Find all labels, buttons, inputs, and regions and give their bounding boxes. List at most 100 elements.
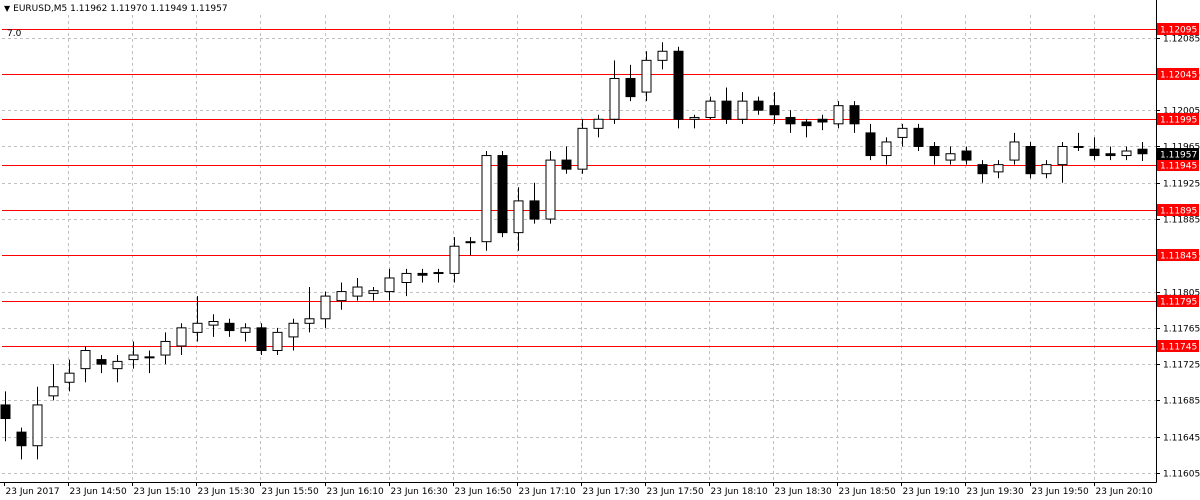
candle [961,146,972,165]
candle [128,341,139,369]
bull-candle-body [304,318,315,324]
chart-menu-triangle-icon[interactable]: ▼ [4,4,11,13]
price-tick-label: 1.11765 [1163,325,1200,335]
bull-candle-body [176,327,187,347]
bull-candle-body [705,100,716,118]
time-tick-label: 23 Jun 14:50 [70,487,127,497]
price-tick-label: 1.11685 [1163,397,1200,407]
time-tick-label: 23 Jun 2017 [6,487,60,497]
bull-candle-body [160,340,171,356]
indicator-label: 7.0 [7,29,22,39]
time-tick-label: 23 Jun 16:50 [455,487,512,497]
candle [737,92,748,124]
time-tick-label: 23 Jun 18:50 [839,487,896,497]
bull-candle-body [128,354,139,361]
bull-candle-body [577,127,588,170]
time-tick-label: 23 Jun 19:30 [967,487,1024,497]
candle [1025,141,1036,179]
bull-candle-body [1057,145,1068,166]
candle [705,96,716,120]
bull-candle-body [320,295,331,320]
candle [833,101,844,129]
candle [1009,132,1020,165]
candle [561,146,572,174]
time-tick-label: 23 Jun 19:50 [1032,487,1089,497]
time-tick-label: 23 Jun 15:10 [134,487,191,497]
candle [609,60,620,124]
price-level-label: 1.11845 [1160,252,1197,262]
price-level-label: 1.11895 [1160,207,1197,217]
bull-candle-body [1009,141,1020,161]
price-tick-label: 1.12085 [1163,35,1200,45]
bull-candle-body [945,153,956,161]
candle [929,141,940,165]
symbol-label: EURUSD,M5 [13,4,68,14]
candle [96,355,107,374]
bull-candle-body [272,331,283,352]
bull-candle-body [609,77,620,120]
price-tick-label: 1.11645 [1163,434,1200,444]
candle [1057,141,1068,183]
candle [176,323,187,356]
bull-candle-body [881,141,892,157]
candle [144,350,155,374]
bull-candle-body [465,241,476,244]
candle [785,110,796,133]
bull-candle-body [336,291,347,302]
candle [625,64,636,102]
price-level-label: 1.12045 [1160,71,1197,81]
candle [368,287,379,301]
price-tick-label: 1.11885 [1163,216,1200,226]
candle [288,318,299,351]
candle [336,282,347,310]
bear-candle-body [144,356,155,359]
time-tick-label: 23 Jun 17:30 [583,487,640,497]
price-levels [2,29,1156,347]
candle [112,355,123,383]
candle [849,101,860,133]
price-tick-label: 1.11805 [1163,289,1200,299]
candle [80,345,91,383]
candle [224,318,235,337]
price-level-label: 1.11995 [1160,116,1197,126]
price-tick-label: 1.11925 [1163,180,1200,190]
candle [993,160,1004,179]
bull-candle-body [401,272,412,284]
candle [192,296,203,342]
price-level-label-bg [1157,68,1199,80]
candle [1073,132,1084,152]
bear-candle-body [1089,148,1100,157]
bear-candle-body [865,132,876,157]
candle [689,114,700,129]
time-tick-label: 23 Jun 20:10 [1096,487,1153,497]
time-tick-label: 23 Jun 17:10 [519,487,576,497]
bear-candle-body [769,105,780,116]
bear-candle-body [721,100,732,120]
candle [513,187,524,251]
bull-candle-body [1073,145,1084,148]
candle [497,151,508,238]
time-tick-label: 23 Jun 16:10 [327,487,384,497]
candle [208,314,219,337]
price-tick-label: 1.11605 [1163,470,1200,480]
candle [529,182,540,224]
time-tick-label: 23 Jun 17:50 [647,487,704,497]
bull-candle-body [689,116,700,120]
price-level-label: 1.11745 [1160,343,1197,353]
candle [433,268,444,283]
price-tick-label: 1.12005 [1163,107,1200,117]
candle [801,119,812,138]
candle [1041,160,1052,179]
time-tick-label: 23 Jun 19:10 [903,487,960,497]
time-tick-label: 23 Jun 18:30 [775,487,832,497]
price-level-label-bg [1157,159,1199,171]
bear-candle-body [961,150,972,161]
candles [0,42,1148,460]
candle [240,323,251,342]
bull-candle-body [368,290,379,294]
bull-candle-body [993,164,1004,173]
bear-candle-body [849,105,860,125]
bear-candle-body [753,100,764,111]
bull-candle-body [433,272,444,275]
